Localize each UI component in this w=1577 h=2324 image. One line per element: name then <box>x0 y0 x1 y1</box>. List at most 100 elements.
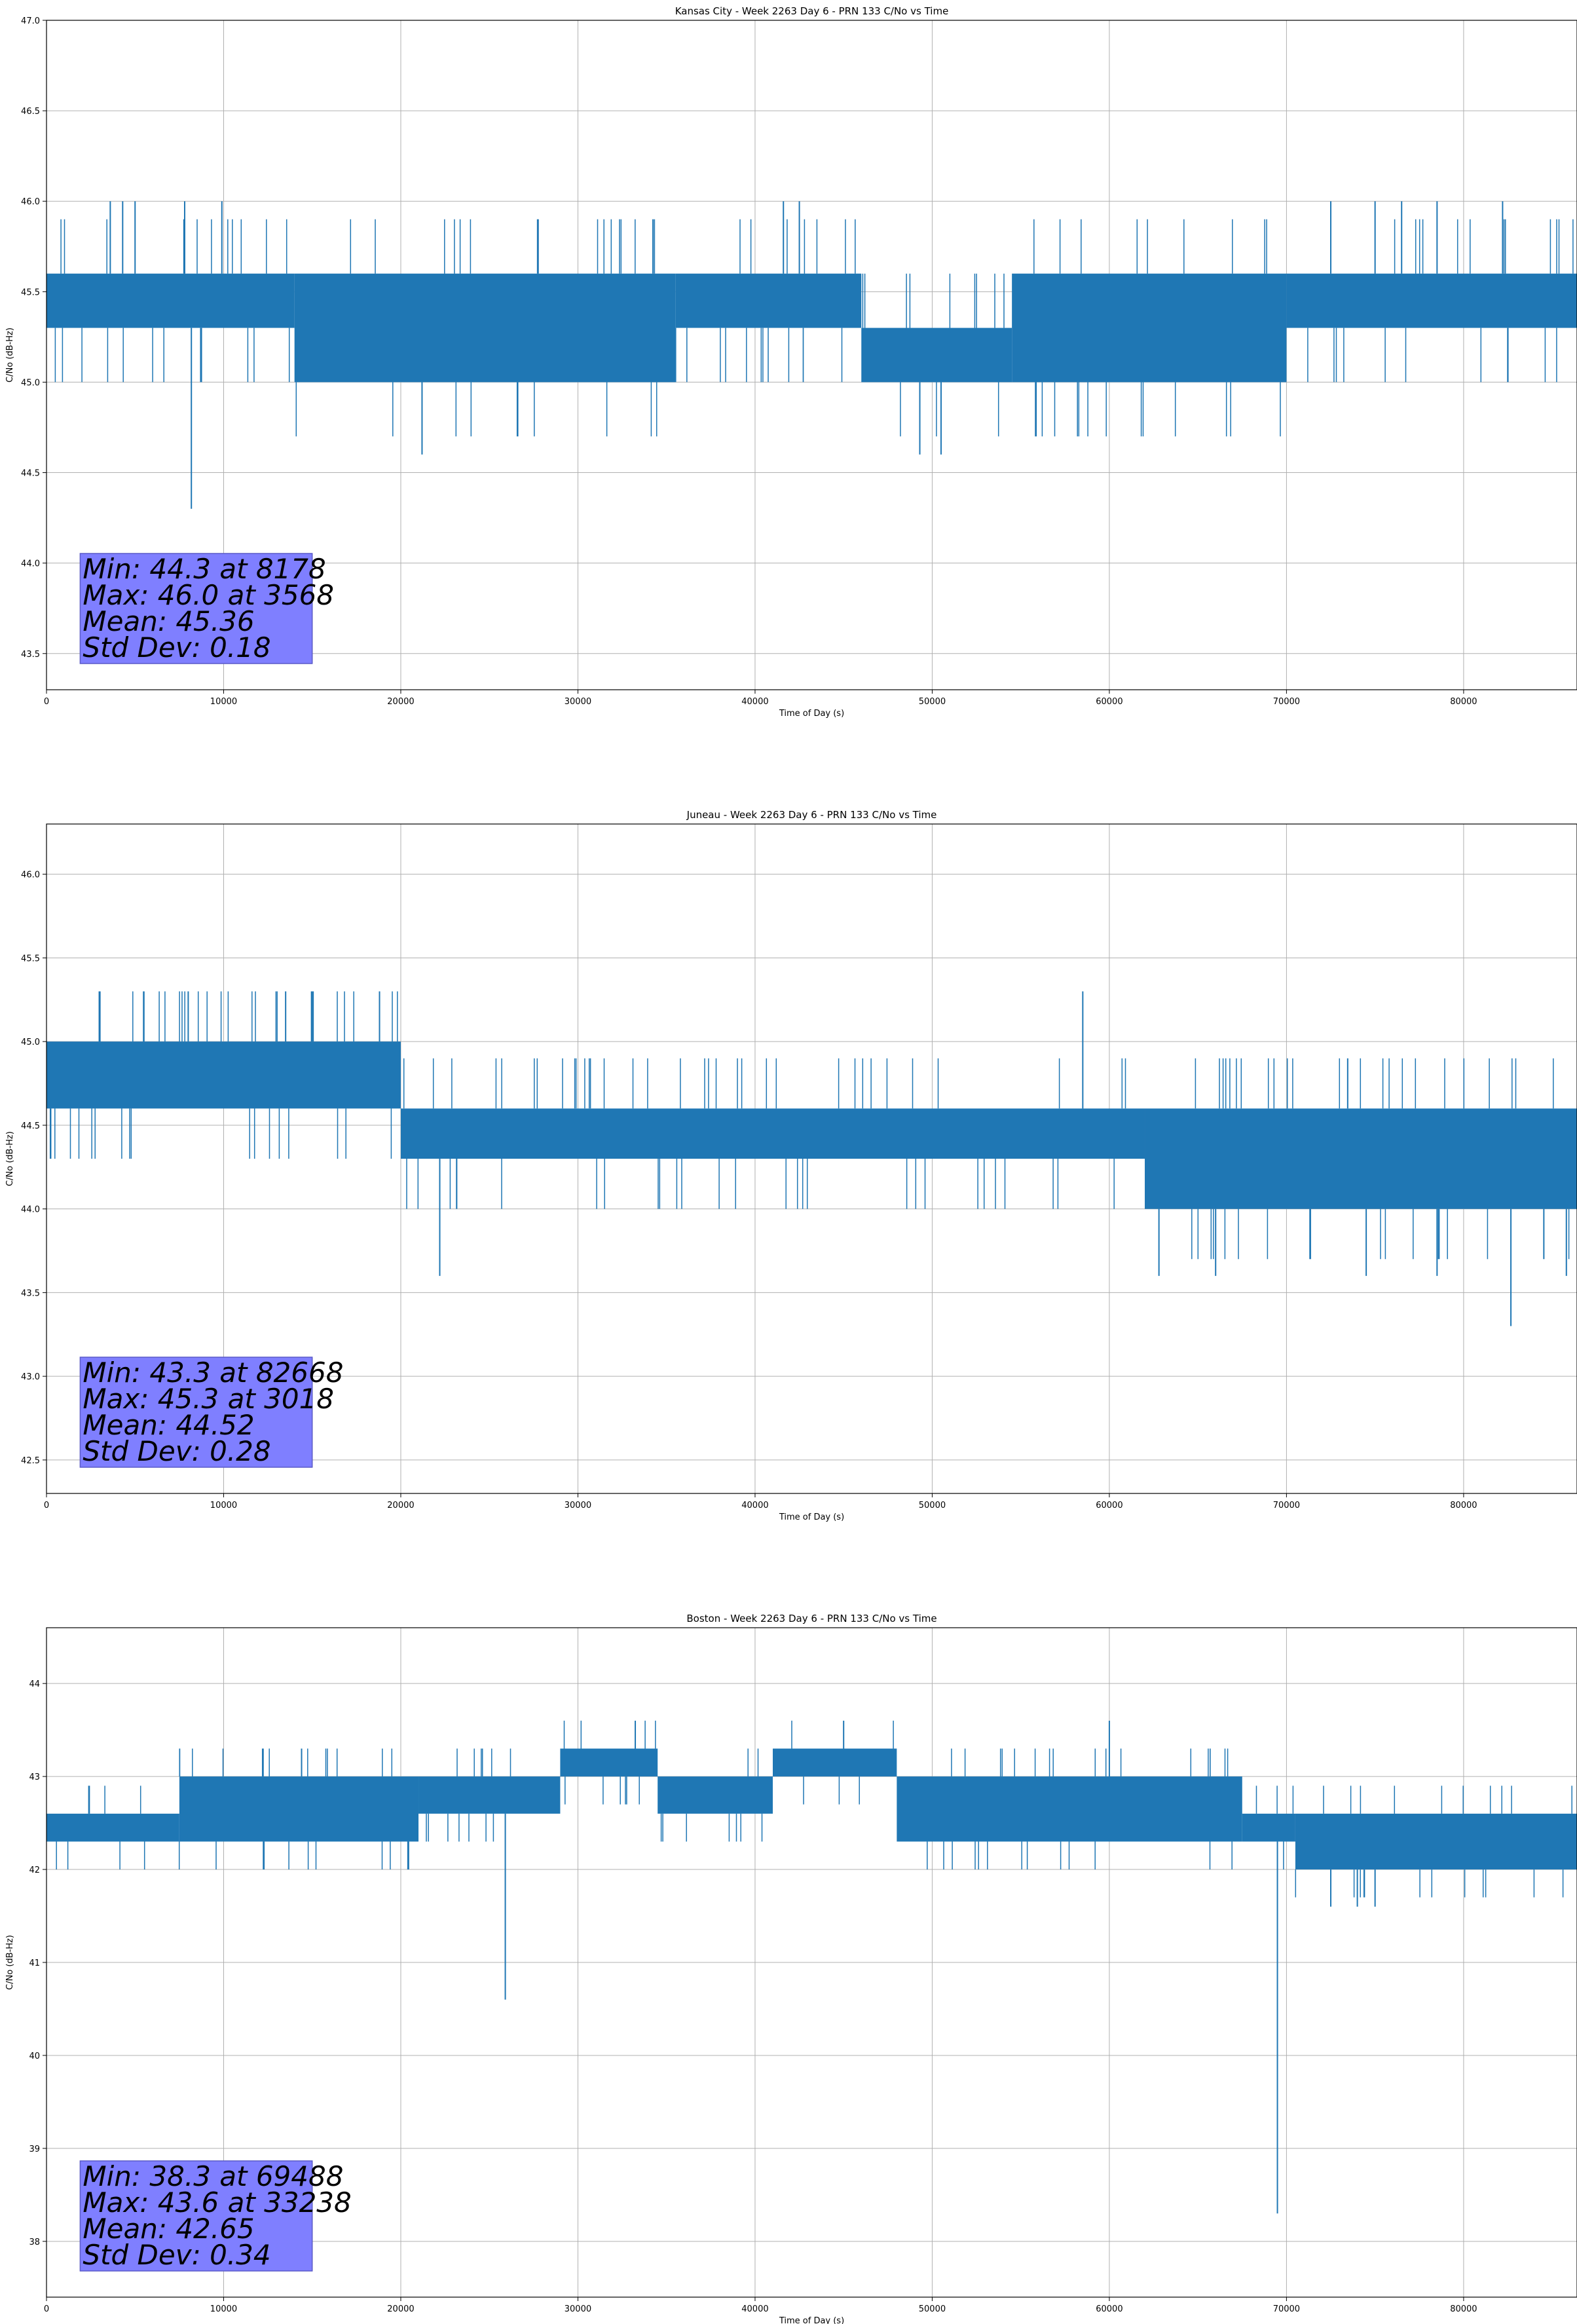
y-tick-label: 38 <box>29 2238 40 2247</box>
x-tick-label: 40000 <box>741 1501 768 1510</box>
stats-box <box>79 553 313 664</box>
x-tick-label: 20000 <box>387 697 414 707</box>
series-band-segment <box>1012 273 1287 383</box>
x-tick-label: 40000 <box>741 697 768 707</box>
y-tick-label: 45.5 <box>21 288 40 297</box>
x-tick-label: 50000 <box>919 1501 946 1510</box>
series-band-segment <box>658 1776 773 1814</box>
series-band-segment <box>46 1041 401 1109</box>
plot-frame <box>46 823 1577 1494</box>
stats-line: Std Dev: 0.28 <box>83 1435 270 1467</box>
x-tick-label: 70000 <box>1273 697 1300 707</box>
y-tick-label: 41 <box>29 1959 40 1968</box>
chart-panel-2: 0 10000 20000 30000 40000 50000 60000 70000 8000… <box>5 809 1577 1522</box>
x-axis-label: Time of Day (s) <box>779 1512 844 1522</box>
y-tick-label: 44.0 <box>21 1205 40 1215</box>
y-tick-label: 45.0 <box>21 378 40 388</box>
stats-line: Min: 43.3 at 82668 <box>83 1357 343 1389</box>
x-tick-label: 20000 <box>387 1501 414 1510</box>
y-axis-label: C/No (dB-Hz) <box>5 1935 15 1990</box>
y-tick-label: 42 <box>29 1865 40 1875</box>
x-tick-label: 40000 <box>741 2304 768 2314</box>
series-band-segment <box>179 1776 419 1842</box>
y-tick-label: 46.0 <box>21 197 40 207</box>
series-band-segment <box>418 1776 561 1814</box>
series-band-segment <box>675 273 862 328</box>
x-tick-label: 10000 <box>210 697 237 707</box>
y-tick-label: 42.5 <box>21 1456 40 1466</box>
chart-title: Boston - Week 2263 Day 6 - PRN 133 C/No … <box>686 1613 937 1624</box>
series-noise <box>54 219 290 383</box>
series-noise <box>675 219 856 383</box>
y-tick-label: 45.0 <box>21 1038 40 1047</box>
series-noise <box>426 1748 511 1842</box>
x-tick-label: 30000 <box>565 697 591 707</box>
stats-line: Max: 45.3 at 3018 <box>83 1383 334 1415</box>
y-tick-label: 43.5 <box>21 1288 40 1298</box>
x-tick-label: 50000 <box>919 697 946 707</box>
x-tick-label: 20000 <box>387 2304 414 2314</box>
stats-line: Max: 46.0 at 3568 <box>83 579 334 611</box>
stats-line: Min: 44.3 at 8178 <box>83 553 325 585</box>
series-band-segment <box>560 1748 658 1777</box>
chart-panel-3: 0 10000 20000 30000 40000 50000 60000 70000 8000… <box>5 1613 1577 2324</box>
series-band-segment <box>1295 1813 1577 1870</box>
chart-title: Juneau - Week 2263 Day 6 - PRN 133 C/No … <box>686 809 937 821</box>
stats-line: Min: 38.3 at 69488 <box>83 2160 343 2192</box>
series-noise <box>403 1058 1126 1209</box>
x-tick-label: 30000 <box>565 2304 591 2314</box>
series-band-segment <box>294 273 676 383</box>
series-band-segment <box>772 1748 897 1777</box>
stats-line: Std Dev: 0.18 <box>83 631 270 664</box>
y-tick-label: 44 <box>29 1679 40 1689</box>
x-tick-label: 80000 <box>1450 1501 1477 1510</box>
x-tick-label: 80000 <box>1450 697 1477 707</box>
series-band-segment <box>1242 1813 1295 1842</box>
x-tick-label: 0 <box>44 1501 49 1510</box>
series-noise <box>1295 1786 1572 1898</box>
series-band-segment <box>861 328 1012 383</box>
series-noise <box>1191 1058 1570 1260</box>
x-tick-label: 70000 <box>1273 1501 1300 1510</box>
chart-panel-1: 0 10000 20000 30000 40000 50000 60000 70000 8000… <box>5 5 1577 719</box>
y-tick-label: 44.5 <box>21 469 40 479</box>
y-tick-label: 45.5 <box>21 954 40 964</box>
stats-box <box>79 1357 313 1468</box>
series-band-segment <box>897 1776 1242 1842</box>
series-band-segment <box>46 1813 179 1842</box>
x-axis-label: Time of Day (s) <box>779 2316 844 2324</box>
y-tick-label: 43.0 <box>21 1372 40 1382</box>
x-tick-label: 50000 <box>919 2304 946 2314</box>
series-noise <box>862 273 1005 437</box>
y-tick-label: 40 <box>29 2052 40 2061</box>
series-noise <box>660 1748 763 1842</box>
y-axis-label: C/No (dB-Hz) <box>5 328 15 383</box>
series-noise <box>56 1786 180 1870</box>
y-tick-label: 46.0 <box>21 871 40 880</box>
chart-title: Kansas City - Week 2263 Day 6 - PRN 133 … <box>675 5 949 17</box>
series-noise <box>179 1748 409 1870</box>
stats-line: Mean: 42.65 <box>83 2213 254 2245</box>
series-band-segment <box>400 1108 1145 1159</box>
x-tick-label: 0 <box>44 697 49 707</box>
y-tick-label: 39 <box>29 2145 40 2154</box>
stats-line: Mean: 44.52 <box>83 1409 254 1441</box>
y-tick-label: 46.5 <box>21 107 40 117</box>
y-tick-label: 44.5 <box>21 1121 40 1131</box>
x-axis-label: Time of Day (s) <box>779 709 844 719</box>
x-tick-label: 70000 <box>1273 2304 1300 2314</box>
series-band-segment <box>1286 273 1577 328</box>
x-tick-label: 30000 <box>565 1501 591 1510</box>
stats-box <box>79 2160 313 2272</box>
x-tick-label: 60000 <box>1096 2304 1122 2314</box>
plot-frame <box>46 20 1577 690</box>
x-tick-label: 0 <box>44 2304 49 2314</box>
stats-line: Mean: 45.36 <box>83 605 254 637</box>
series-noise <box>791 1720 894 1805</box>
x-tick-label: 60000 <box>1096 1501 1122 1510</box>
series-band-segment <box>46 273 295 328</box>
stats-line: Std Dev: 0.34 <box>83 2239 270 2271</box>
y-tick-label: 43.5 <box>21 650 40 660</box>
x-tick-label: 80000 <box>1450 2304 1477 2314</box>
